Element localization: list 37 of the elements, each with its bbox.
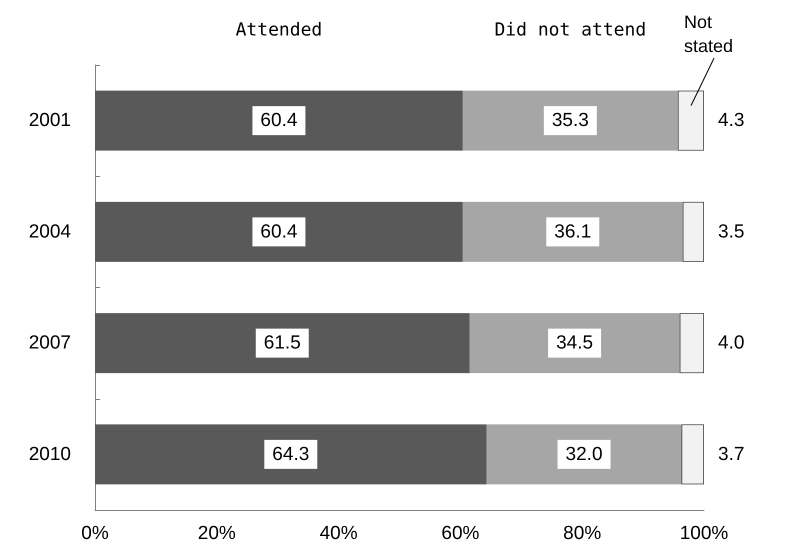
data-label: 60.4 [260, 110, 298, 132]
x-tick-label: 80% [563, 523, 602, 544]
bar [95, 424, 487, 484]
data-label: 36.1 [554, 221, 592, 242]
y-tick-label: 2010 [28, 444, 71, 465]
bar [95, 313, 470, 374]
y-tick-label: 2001 [28, 110, 71, 132]
x-tick-label: 100% [680, 523, 728, 544]
x-tick-label: 20% [198, 523, 236, 544]
data-label: 4.0 [718, 332, 744, 354]
data-label: 61.5 [264, 332, 301, 354]
data-label: 34.5 [556, 332, 594, 354]
data-label: 3.5 [718, 221, 744, 242]
y-tick-label: 2004 [28, 221, 72, 242]
bar [680, 313, 704, 374]
data-label: 32.0 [566, 444, 603, 465]
bar [681, 424, 704, 484]
y-tick-label: 2007 [28, 332, 71, 354]
bar [95, 202, 463, 262]
bar [95, 90, 463, 151]
bar [462, 90, 678, 151]
data-label: 60.4 [260, 221, 298, 242]
bar [682, 202, 704, 262]
data-label: 3.7 [718, 444, 744, 465]
x-tick-label: 0% [81, 523, 109, 544]
x-tick-label: 60% [441, 523, 480, 544]
data-label: 64.3 [272, 444, 310, 465]
data-label: 35.3 [552, 110, 589, 132]
data-label: 4.3 [718, 110, 744, 132]
text: Did not attend [494, 20, 646, 40]
bar [470, 313, 680, 374]
series-label: Not stated [684, 12, 734, 56]
bar [462, 202, 683, 262]
bar [678, 90, 704, 151]
x-tick-label: 40% [320, 523, 358, 544]
bar [486, 424, 682, 484]
text: Attended [236, 20, 322, 40]
